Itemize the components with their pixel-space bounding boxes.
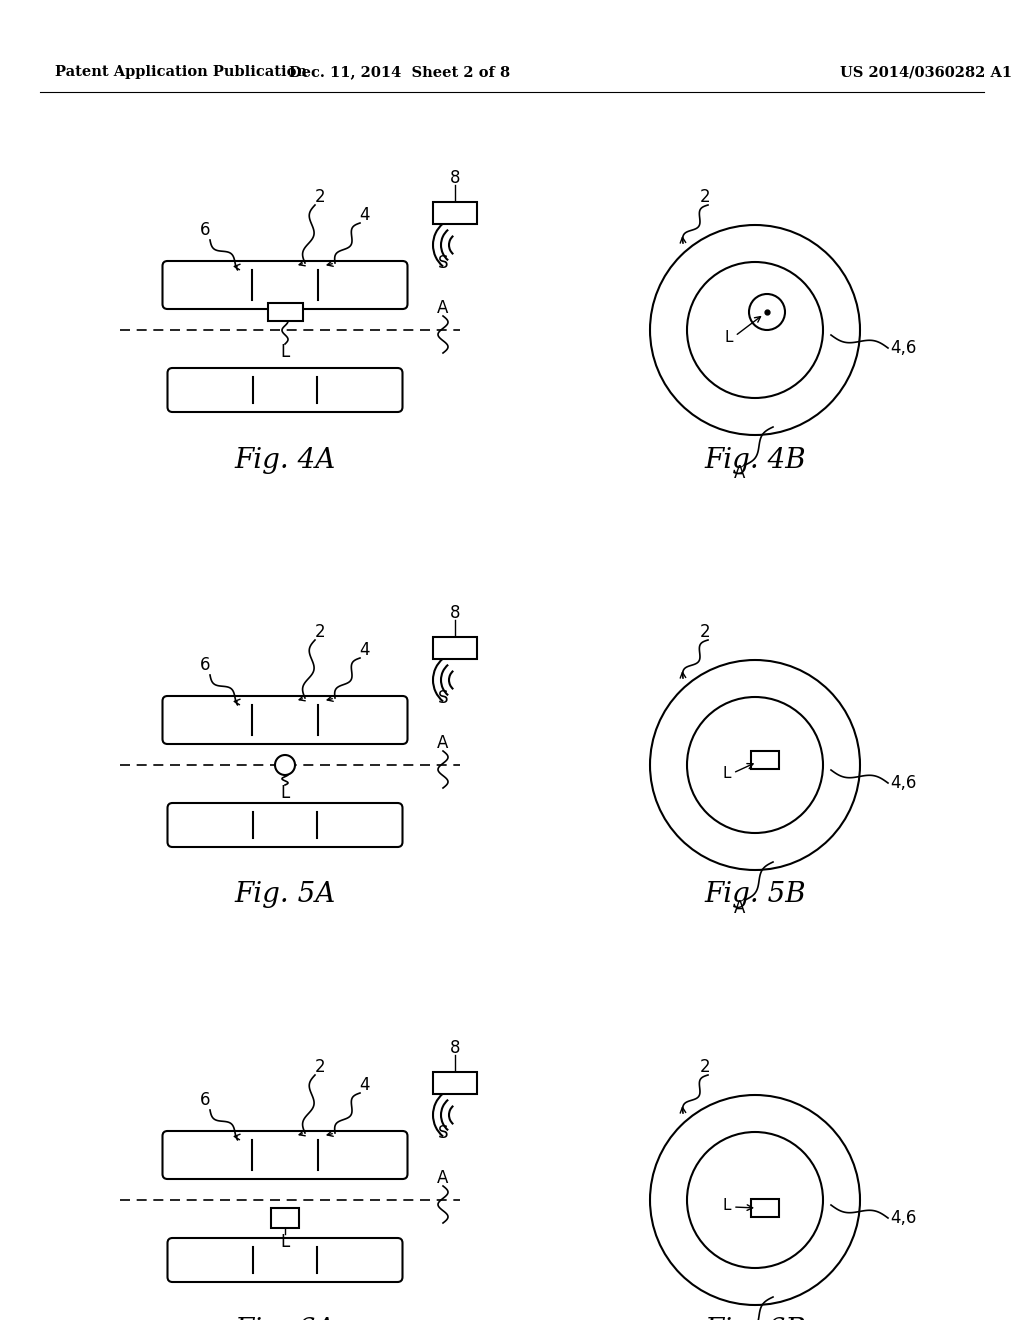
Text: L: L (281, 343, 290, 360)
Text: S: S (437, 253, 449, 272)
Text: A: A (437, 1170, 449, 1187)
Text: S: S (437, 1125, 449, 1142)
Circle shape (650, 224, 860, 436)
Text: L: L (723, 1197, 731, 1213)
Text: 4: 4 (359, 642, 371, 659)
Text: 4,6: 4,6 (890, 1209, 916, 1228)
Circle shape (749, 294, 785, 330)
Text: Fig. 6B: Fig. 6B (705, 1316, 806, 1320)
FancyBboxPatch shape (163, 696, 408, 744)
Circle shape (650, 660, 860, 870)
Text: 6: 6 (200, 220, 210, 239)
Text: 8: 8 (450, 169, 460, 187)
Text: 6: 6 (200, 656, 210, 675)
Text: Fig. 4B: Fig. 4B (705, 446, 806, 474)
Circle shape (687, 261, 823, 399)
Text: 8: 8 (450, 605, 460, 622)
FancyBboxPatch shape (168, 368, 402, 412)
FancyBboxPatch shape (163, 1131, 408, 1179)
Text: A: A (734, 465, 745, 482)
Text: S: S (437, 689, 449, 708)
Circle shape (275, 755, 295, 775)
Bar (751, 751, 779, 770)
Text: Patent Application Publication: Patent Application Publication (55, 65, 307, 79)
FancyBboxPatch shape (168, 1238, 402, 1282)
Text: 6: 6 (200, 1092, 210, 1109)
Circle shape (687, 697, 823, 833)
FancyBboxPatch shape (168, 803, 402, 847)
Text: A: A (734, 899, 745, 917)
Text: 2: 2 (699, 187, 711, 206)
Text: L: L (281, 784, 290, 803)
Text: 4: 4 (359, 1076, 371, 1094)
Text: L: L (723, 766, 731, 780)
Text: US 2014/0360282 A1: US 2014/0360282 A1 (840, 65, 1012, 79)
Text: 2: 2 (314, 1059, 326, 1076)
Bar (433, 202, 477, 224)
Bar (433, 638, 477, 659)
Text: 4,6: 4,6 (890, 774, 916, 792)
Text: Fig. 5A: Fig. 5A (234, 882, 336, 908)
Text: 2: 2 (314, 623, 326, 642)
Bar (271, 1208, 299, 1228)
Text: Fig. 4A: Fig. 4A (234, 446, 336, 474)
Text: 2: 2 (699, 1059, 711, 1076)
Text: 4,6: 4,6 (890, 339, 916, 356)
Text: L: L (725, 330, 733, 346)
FancyBboxPatch shape (163, 261, 408, 309)
Text: 2: 2 (699, 623, 711, 642)
Text: 8: 8 (450, 1039, 460, 1057)
Text: A: A (437, 734, 449, 752)
Circle shape (687, 1133, 823, 1269)
Bar (433, 1072, 477, 1094)
Bar (267, 304, 302, 321)
Text: 4: 4 (359, 206, 371, 224)
Text: 2: 2 (314, 187, 326, 206)
Bar (751, 1199, 779, 1217)
Text: A: A (437, 300, 449, 317)
Text: L: L (281, 1233, 290, 1251)
Text: Fig. 6A: Fig. 6A (234, 1316, 336, 1320)
Text: Fig. 5B: Fig. 5B (705, 882, 806, 908)
Text: Dec. 11, 2014  Sheet 2 of 8: Dec. 11, 2014 Sheet 2 of 8 (290, 65, 511, 79)
Circle shape (650, 1096, 860, 1305)
